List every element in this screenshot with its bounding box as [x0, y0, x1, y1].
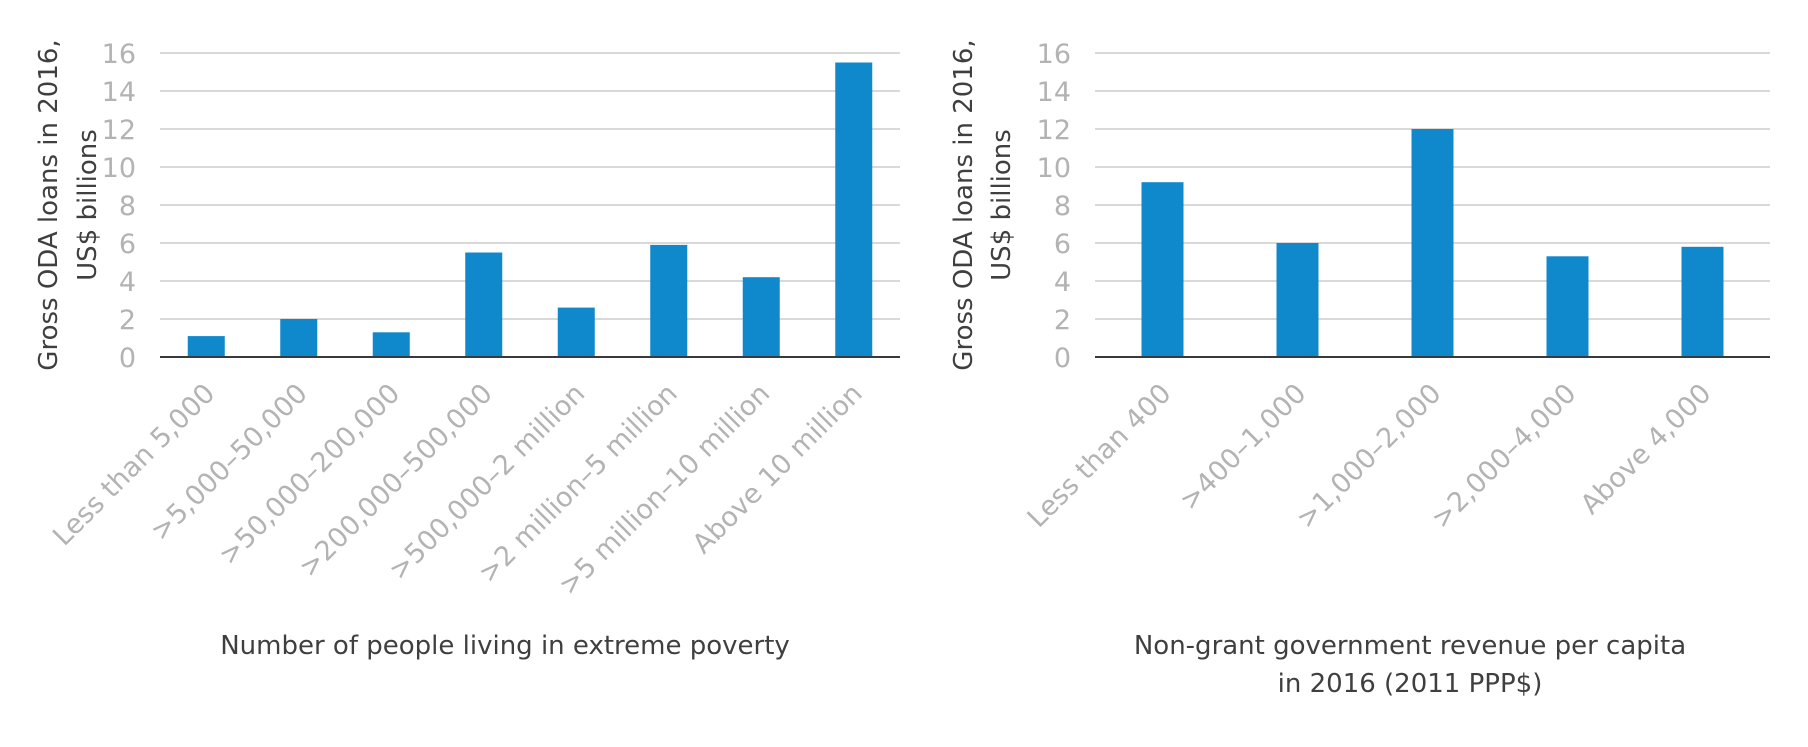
y-tick-label: 16 — [102, 39, 136, 70]
x-category-label: Less than 400 — [1022, 378, 1178, 534]
y-tick-label: 0 — [119, 343, 136, 374]
bar — [1681, 246, 1724, 357]
y-axis-title: US$ billions — [73, 129, 103, 281]
bar — [280, 319, 318, 357]
y-axis-title: Gross ODA loans in 2016, — [949, 39, 979, 370]
x-axis-title: in 2016 (2011 PPP$) — [1278, 669, 1543, 699]
x-category-label: Above 10 million — [687, 378, 869, 560]
chart-1: 0 2 4 6 8 10 12 14 16 Less than 5,000>5,000–50,00… — [34, 39, 900, 661]
x-category-label: >5,000–50,000 — [145, 378, 314, 547]
bar — [187, 336, 225, 357]
bar — [1411, 129, 1454, 357]
bar — [835, 62, 873, 357]
x-category-label: >400–1,000 — [1174, 378, 1313, 517]
bar — [1276, 243, 1319, 357]
y-tick-label: 6 — [1054, 229, 1071, 260]
y-tick-label: 16 — [1037, 39, 1071, 70]
bar — [1141, 182, 1184, 357]
y-tick-label: 10 — [102, 153, 136, 184]
y-tick-label: 10 — [1037, 153, 1071, 184]
x-axis-title: Non-grant government revenue per capita — [1134, 631, 1686, 661]
y-axis-title: Gross ODA loans in 2016, — [34, 39, 64, 370]
y-tick-label: 0 — [1054, 343, 1071, 374]
x-category-label: >2,000–4,000 — [1426, 378, 1583, 535]
y-tick-label: 4 — [1054, 267, 1071, 298]
y-tick-label: 14 — [1037, 77, 1071, 108]
y-tick-label: 12 — [102, 115, 136, 146]
bar — [1546, 256, 1589, 357]
bar — [372, 332, 410, 357]
y-tick-label: 12 — [1037, 115, 1071, 146]
x-category-label: >50,000–200,000 — [213, 378, 406, 571]
y-tick-label: 2 — [119, 305, 136, 336]
y-tick-label: 2 — [1054, 305, 1071, 336]
y-axis-title: US$ billions — [987, 129, 1017, 281]
x-axis-title: Number of people living in extreme pover… — [220, 631, 790, 661]
bar — [465, 252, 503, 357]
x-category-label: Less than 5,000 — [47, 378, 221, 552]
y-tick-label: 4 — [119, 267, 136, 298]
y-tick-label: 14 — [102, 77, 136, 108]
y-tick-label: 6 — [119, 229, 136, 260]
x-category-label: Above 4,000 — [1575, 378, 1718, 521]
bar — [742, 277, 780, 357]
chart-2: 0 2 4 6 8 10 12 14 16 Less than 400>400–1,000>1,0… — [949, 39, 1770, 699]
bar — [650, 244, 688, 357]
bar — [557, 307, 595, 357]
y-tick-label: 8 — [1054, 191, 1071, 222]
y-tick-label: 8 — [119, 191, 136, 222]
x-category-label: >1,000–2,000 — [1291, 378, 1448, 535]
